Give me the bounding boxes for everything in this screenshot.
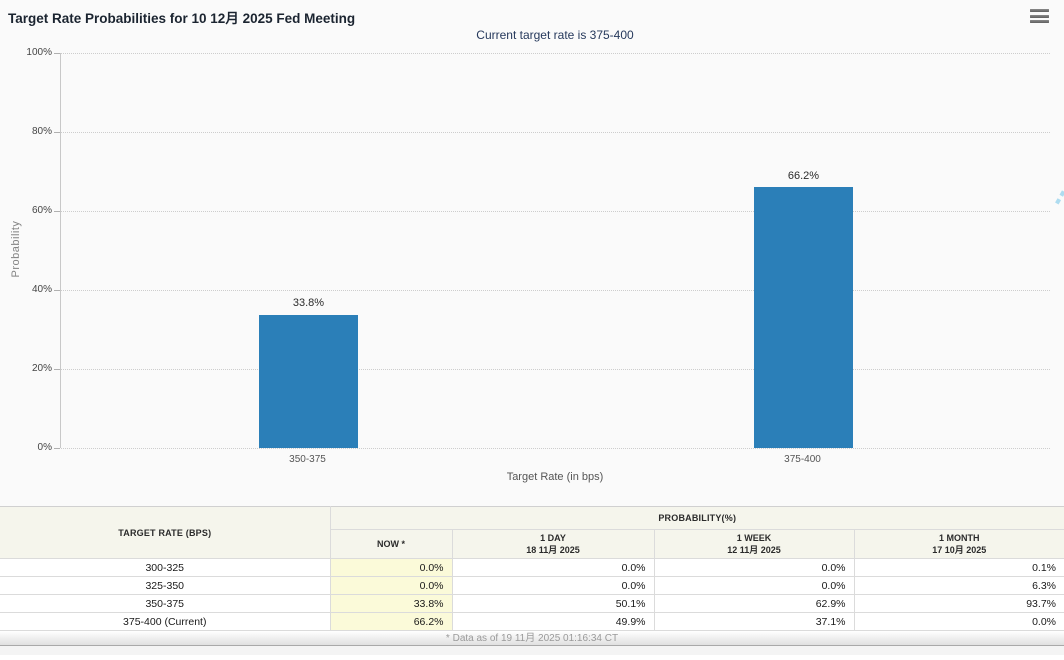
plot-area: Q 33.8% 66.2% <box>60 52 1064 449</box>
gridline <box>61 131 1050 133</box>
quikstrike-watermark-icon: Q <box>1054 186 1064 206</box>
table-row: 350-375 33.8% 50.1% 62.9% 93.7% <box>0 594 1064 613</box>
col-header-probability: PROBABILITY(%) <box>329 506 1064 530</box>
y-axis-tick-label: 60% <box>31 205 52 216</box>
hamburger-icon <box>1030 9 1050 23</box>
y-axis-tick <box>54 132 60 133</box>
cell-1day: 50.1% <box>451 594 655 613</box>
cell-1month: 6.3% <box>853 576 1064 595</box>
gridline <box>61 368 1050 370</box>
probability-table: TARGET RATE (BPS) PROBABILITY(%) NOW * 1… <box>0 506 1064 631</box>
bar-375-400[interactable] <box>754 186 853 448</box>
cell-1day: 0.0% <box>451 576 655 595</box>
table-header-row-1: TARGET RATE (BPS) PROBABILITY(%) <box>0 506 1064 559</box>
bar-350-375[interactable] <box>259 314 358 448</box>
col-header-1week-label: 1 WEEK <box>736 532 772 543</box>
gridline <box>61 210 1050 212</box>
cell-now: 0.0% <box>329 576 453 595</box>
col-header-1month-date: 17 10月 2025 <box>932 545 987 555</box>
cell-1week: 62.9% <box>653 594 855 613</box>
cell-1month: 93.7% <box>853 594 1064 613</box>
col-header-1month-label: 1 MONTH <box>939 532 980 543</box>
cell-1month: 0.1% <box>853 558 1064 577</box>
chart-title: Target Rate Probabilities for 10 12月 202… <box>8 11 356 26</box>
data-asof-note: * Data as of 19 11月 2025 01:16:34 CT <box>0 631 1064 646</box>
col-header-1month: 1 MONTH 17 10月 2025 <box>853 529 1064 559</box>
y-axis-tick-label: 100% <box>26 47 52 58</box>
y-axis-tick <box>54 53 60 54</box>
table-row: 325-350 0.0% 0.0% 0.0% 6.3% <box>0 576 1064 595</box>
table-row: 300-325 0.0% 0.0% 0.0% 0.1% <box>0 558 1064 577</box>
y-axis-tick-label: 20% <box>31 363 52 374</box>
x-axis-category-label: 350-375 <box>289 454 326 465</box>
cell-1week: 0.0% <box>653 558 855 577</box>
cell-1day: 0.0% <box>451 558 655 577</box>
cell-now: 0.0% <box>329 558 453 577</box>
cell-rate: 325-350 <box>0 576 331 595</box>
y-axis-tick <box>54 211 60 212</box>
bottom-strip <box>0 646 1064 655</box>
col-header-target-rate: TARGET RATE (BPS) <box>0 506 331 559</box>
bar-value-label: 33.8% <box>292 297 325 310</box>
gridline <box>61 289 1050 291</box>
y-axis-title: Probability <box>10 220 22 278</box>
y-axis-tick <box>54 369 60 370</box>
cell-now: 33.8% <box>329 594 453 613</box>
col-header-1week-date: 12 11月 2025 <box>727 545 781 555</box>
col-header-now-label: NOW * <box>377 538 405 549</box>
cell-1week: 37.1% <box>653 612 855 631</box>
chart-subtitle: Current target rate is 375-400 <box>476 28 634 42</box>
x-axis-category-label: 375-400 <box>784 454 821 465</box>
table-row: 375-400 (Current) 66.2% 49.9% 37.1% 0.0% <box>0 612 1064 631</box>
col-header-1day: 1 DAY 18 11月 2025 <box>451 529 655 559</box>
col-header-1week: 1 WEEK 12 11月 2025 <box>653 529 855 559</box>
cell-1week: 0.0% <box>653 576 855 595</box>
cell-rate: 350-375 <box>0 594 331 613</box>
x-axis-title: Target Rate (in bps) <box>506 471 604 483</box>
gridline <box>61 447 1050 449</box>
col-header-1day-label: 1 DAY <box>540 532 566 543</box>
y-axis-tick-label: 0% <box>37 442 52 453</box>
cell-now: 66.2% <box>329 612 453 631</box>
gridline <box>61 52 1050 54</box>
col-header-1day-date: 18 11月 2025 <box>526 545 580 555</box>
y-axis-tick-label: 80% <box>31 126 52 137</box>
cell-rate: 300-325 <box>0 558 331 577</box>
cell-rate: 375-400 (Current) <box>0 612 331 631</box>
col-header-now: NOW * <box>330 529 453 559</box>
menu-button[interactable] <box>1030 9 1050 25</box>
y-axis-tick <box>54 290 60 291</box>
cell-1day: 49.9% <box>451 612 655 631</box>
chart-region: Target Rate Probabilities for 10 12月 202… <box>8 9 1064 483</box>
y-axis-tick-label: 40% <box>31 284 52 295</box>
bar-value-label: 66.2% <box>787 169 820 182</box>
cell-1month: 0.0% <box>853 612 1064 631</box>
y-axis-tick <box>54 448 60 449</box>
